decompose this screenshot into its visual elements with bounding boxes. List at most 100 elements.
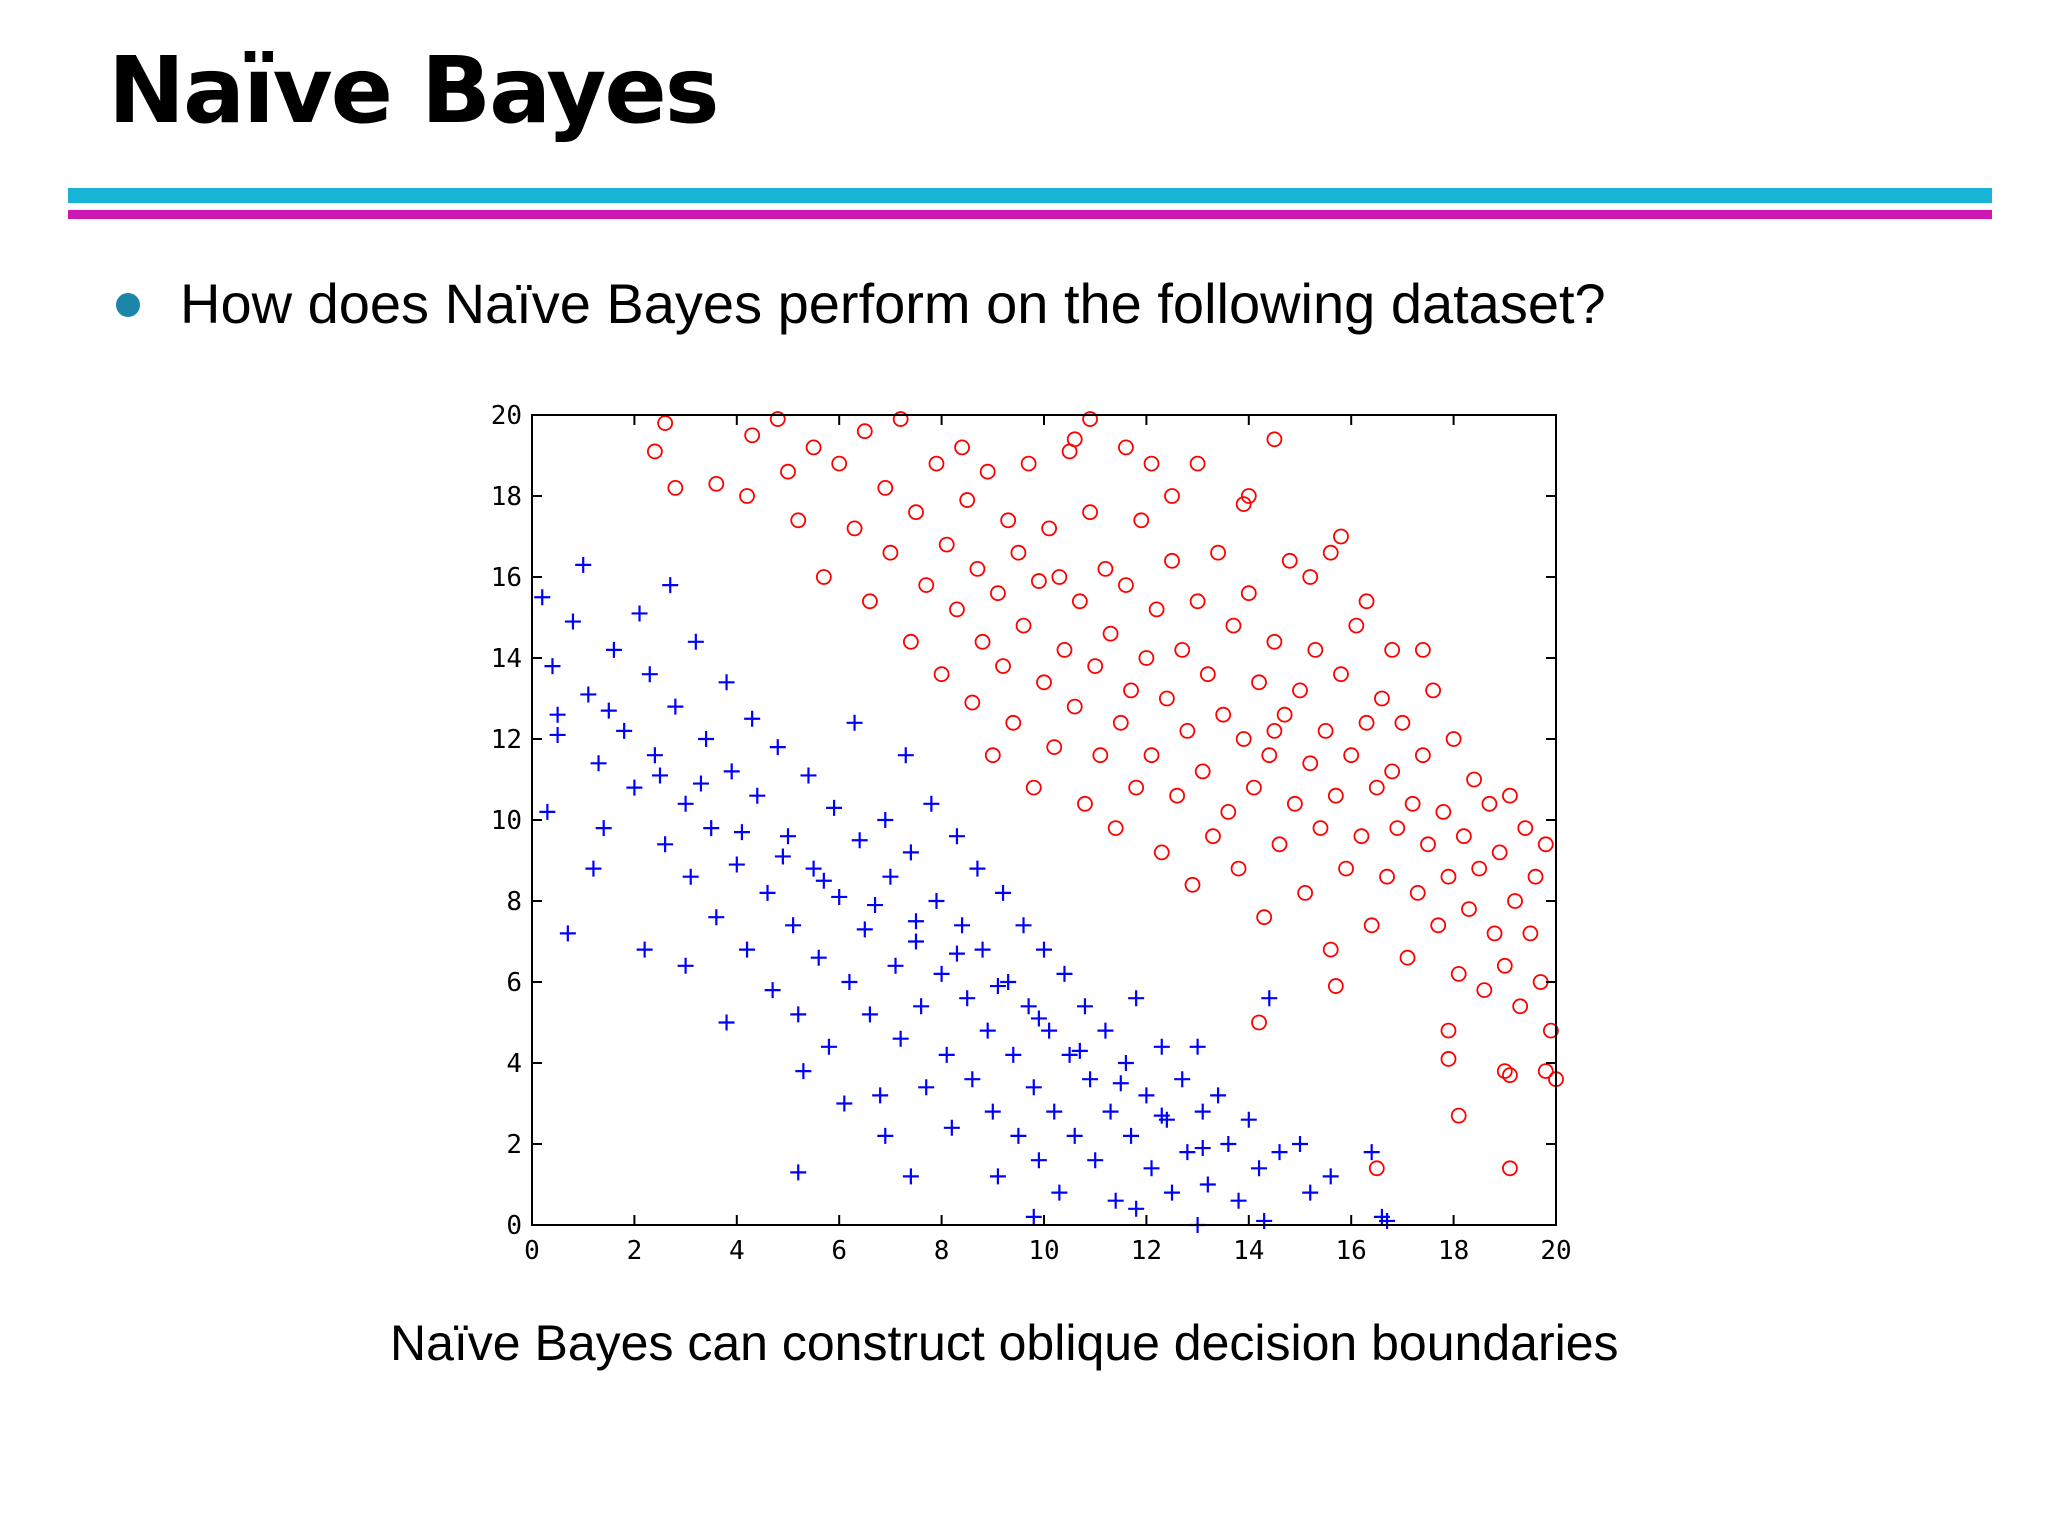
- circle-point: [1394, 714, 1411, 731]
- circle-point: [1000, 512, 1017, 529]
- bullet-dot: [116, 293, 140, 317]
- bullet-text: How does Naïve Bayes perform on the foll…: [180, 272, 1606, 335]
- circle-point: [1353, 828, 1370, 845]
- plus-point: [877, 812, 894, 828]
- circle-point: [708, 475, 725, 492]
- circle-point: [892, 411, 909, 427]
- plus-point: [595, 820, 612, 837]
- plus-point: [933, 965, 950, 982]
- circle-point: [1020, 455, 1037, 472]
- circle-point: [974, 633, 991, 650]
- plus-point: [984, 1103, 1001, 1120]
- circle-point: [1030, 573, 1047, 589]
- circle-point: [1384, 641, 1401, 658]
- circle-point: [1322, 544, 1339, 561]
- circle-point: [1374, 690, 1390, 707]
- circle-point: [1112, 714, 1129, 731]
- plus-point: [974, 941, 991, 958]
- circle-point: [1512, 998, 1529, 1015]
- plus-point: [1025, 1079, 1042, 1096]
- y-tick-label: 0: [506, 1211, 522, 1241]
- plus-point: [897, 747, 914, 764]
- circle-point: [1036, 674, 1052, 691]
- circle-point: [995, 658, 1011, 675]
- circle-point: [1409, 884, 1426, 901]
- circle-point: [1225, 617, 1242, 634]
- plus-point: [1066, 1127, 1083, 1144]
- title-rule-magenta: [68, 210, 1992, 219]
- plus-point: [800, 767, 817, 784]
- plus-point: [580, 686, 597, 703]
- plus-point: [1051, 1184, 1068, 1201]
- circle-point: [1148, 601, 1165, 618]
- x-tick-label: 0: [524, 1236, 540, 1266]
- plus-point: [1230, 1192, 1247, 1209]
- circle-point: [1435, 803, 1452, 820]
- circle-point: [1123, 682, 1139, 699]
- circle-point: [1450, 966, 1467, 982]
- circle-point: [1466, 771, 1482, 788]
- circle-point: [1251, 674, 1267, 691]
- circle-point: [1481, 795, 1498, 812]
- circle-point: [1153, 844, 1170, 861]
- circle-point: [1118, 439, 1134, 456]
- plus-point: [636, 941, 653, 958]
- circle-point: [877, 480, 894, 496]
- plus-point: [1210, 1087, 1227, 1104]
- circle-point: [1348, 617, 1365, 634]
- circle-point: [1051, 569, 1068, 585]
- plus-point: [677, 957, 694, 974]
- plus-point: [1000, 974, 1017, 990]
- circle-point: [1537, 836, 1554, 853]
- circle-point: [1235, 496, 1252, 512]
- plus-point: [534, 589, 551, 606]
- circle-point: [815, 569, 832, 585]
- circle-point: [1082, 411, 1098, 427]
- circle-point: [1440, 1051, 1457, 1067]
- plus-point: [1112, 1075, 1129, 1092]
- plus-point: [1071, 1042, 1088, 1059]
- circle-point: [1118, 577, 1134, 594]
- circle-point: [1507, 893, 1523, 909]
- plus-point: [764, 982, 781, 999]
- plus-point: [723, 763, 740, 780]
- circle-point: [938, 536, 955, 553]
- x-tick-label: 6: [831, 1236, 847, 1266]
- circle-point: [1071, 593, 1088, 610]
- plus-point: [1117, 1055, 1134, 1071]
- circle-point: [744, 427, 761, 444]
- plus-point: [1179, 1144, 1196, 1161]
- plus-point: [1138, 1087, 1155, 1104]
- plus-point: [718, 1014, 735, 1031]
- circle-point: [933, 666, 950, 683]
- plus-point: [969, 860, 986, 877]
- plus-point: [1256, 1212, 1273, 1229]
- plus-point: [1174, 1071, 1191, 1088]
- plus-point: [1010, 1127, 1027, 1144]
- plus-point: [1261, 990, 1278, 1007]
- plus-point: [923, 795, 940, 812]
- plus-point: [795, 1063, 812, 1080]
- circle-point: [1537, 1063, 1554, 1079]
- y-tick-label: 10: [491, 806, 522, 836]
- plus-point: [564, 613, 581, 630]
- circle-point: [1143, 747, 1160, 764]
- circle-point: [1077, 795, 1093, 812]
- plus-point: [641, 666, 658, 683]
- circle-point: [1379, 868, 1395, 885]
- circle-point: [1210, 544, 1226, 561]
- circle-point: [1327, 978, 1344, 994]
- plus-point: [948, 828, 965, 845]
- x-tick-label: 16: [1336, 1236, 1367, 1266]
- circle-point: [1082, 504, 1098, 521]
- circle-point: [1358, 593, 1375, 610]
- circle-point: [1194, 763, 1211, 780]
- plus-point: [698, 731, 715, 747]
- plus-point: [882, 868, 899, 885]
- plus-point: [1123, 1127, 1140, 1144]
- plus-point: [759, 884, 776, 901]
- circle-point: [1066, 698, 1083, 715]
- circle-point: [1496, 1063, 1513, 1079]
- plus-point: [718, 674, 735, 691]
- plus-point: [810, 949, 827, 966]
